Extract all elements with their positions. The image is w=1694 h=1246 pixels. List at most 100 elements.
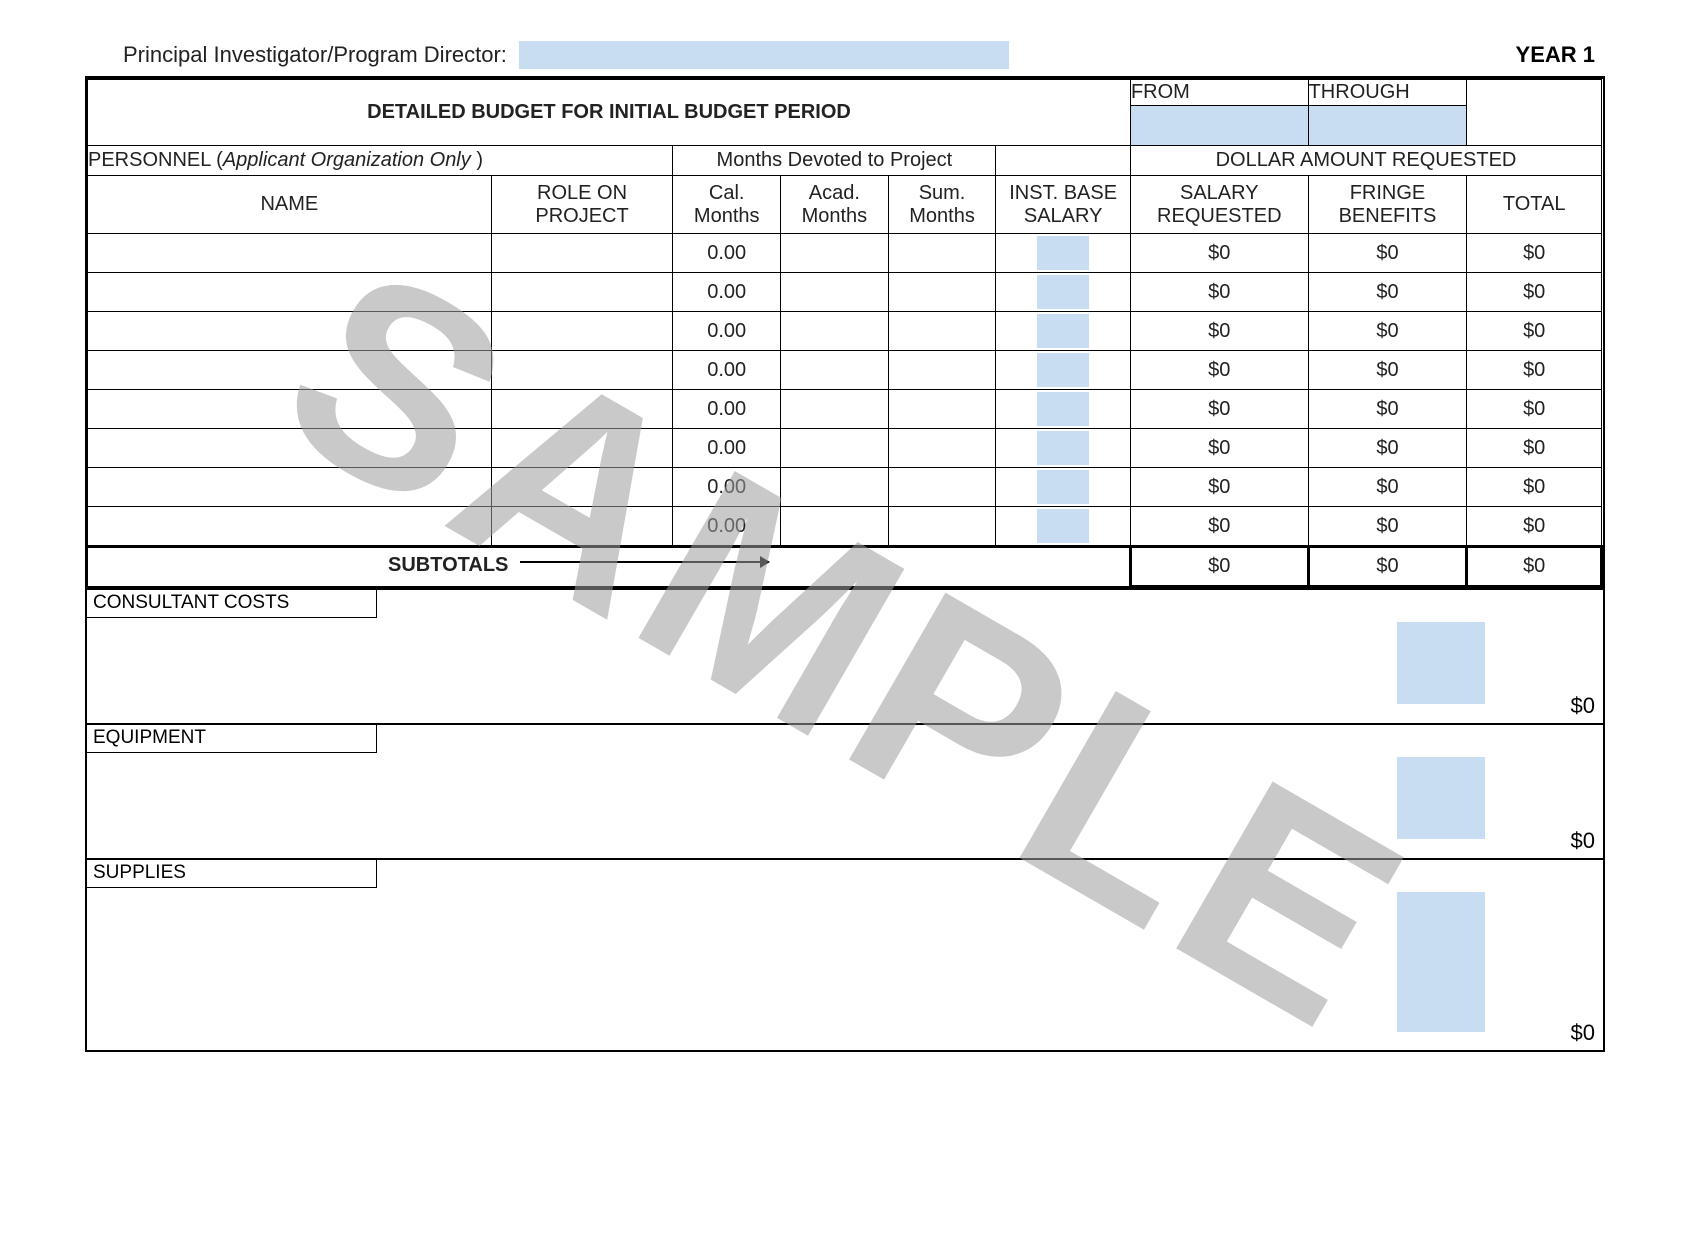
role-cell[interactable] [491, 312, 673, 351]
name-cell[interactable] [88, 507, 492, 547]
cal-cell[interactable]: 0.00 [673, 468, 781, 507]
role-cell[interactable] [491, 273, 673, 312]
subtotals-label: SUBTOTALS [388, 554, 508, 577]
form-header: Principal Investigator/Program Director:… [85, 40, 1605, 70]
base-cell[interactable] [996, 390, 1131, 429]
col-sum-text: Sum. Months [909, 182, 975, 227]
equipment-field[interactable] [1397, 757, 1485, 839]
acad-cell[interactable] [781, 351, 889, 390]
name-cell[interactable] [88, 312, 492, 351]
name-cell[interactable] [88, 351, 492, 390]
cal-cell[interactable]: 0.00 [673, 273, 781, 312]
sum-cell[interactable] [888, 351, 996, 390]
cal-cell[interactable]: 0.00 [673, 429, 781, 468]
sum-cell[interactable] [888, 312, 996, 351]
through-field[interactable] [1308, 105, 1467, 145]
base-cell[interactable] [996, 273, 1131, 312]
col-salreq: SALARY REQUESTED [1130, 176, 1308, 234]
pi-director-field[interactable] [519, 41, 1009, 69]
col-total: TOTAL [1467, 176, 1602, 234]
fringe-cell: $0 [1308, 429, 1467, 468]
consultant-field[interactable] [1397, 622, 1485, 704]
budget-form: DETAILED BUDGET FOR INITIAL BUDGET PERIO… [85, 76, 1605, 1052]
salreq-cell: $0 [1130, 429, 1308, 468]
base-cell[interactable] [996, 234, 1131, 273]
cal-cell[interactable]: 0.00 [673, 234, 781, 273]
from-field[interactable] [1130, 105, 1308, 145]
dollar-amount-label: DOLLAR AMOUNT REQUESTED [1130, 146, 1601, 176]
fringe-cell: $0 [1308, 273, 1467, 312]
acad-cell[interactable] [781, 273, 889, 312]
equipment-label: EQUIPMENT [87, 725, 377, 753]
fringe-cell: $0 [1308, 234, 1467, 273]
total-cell: $0 [1467, 507, 1602, 547]
fringe-cell: $0 [1308, 468, 1467, 507]
role-cell[interactable] [491, 390, 673, 429]
table-row: 0.00 $0 $0 $0 [88, 234, 1602, 273]
sum-cell[interactable] [888, 429, 996, 468]
name-cell[interactable] [88, 429, 492, 468]
role-cell[interactable] [491, 234, 673, 273]
acad-cell[interactable] [781, 234, 889, 273]
total-cell: $0 [1467, 312, 1602, 351]
cal-cell[interactable]: 0.00 [673, 390, 781, 429]
budget-table: DETAILED BUDGET FOR INITIAL BUDGET PERIO… [87, 79, 1603, 588]
budget-form-page: Principal Investigator/Program Director:… [85, 40, 1605, 1052]
arrow-icon [520, 556, 770, 568]
consultant-label: CONSULTANT COSTS [87, 590, 377, 618]
total-cell: $0 [1467, 390, 1602, 429]
name-cell[interactable] [88, 390, 492, 429]
table-row: 0.00 $0 $0 $0 [88, 351, 1602, 390]
form-title: DETAILED BUDGET FOR INITIAL BUDGET PERIO… [367, 101, 851, 123]
role-cell[interactable] [491, 507, 673, 547]
personnel-header-row: PERSONNEL (Applicant Organization Only )… [88, 146, 1602, 176]
pi-director-label: Principal Investigator/Program Director: [123, 42, 507, 68]
column-header-row: NAME ROLE ON PROJECT Cal. Months Acad. M… [88, 176, 1602, 234]
base-cell[interactable] [996, 468, 1131, 507]
cal-cell[interactable]: 0.00 [673, 312, 781, 351]
salreq-cell: $0 [1130, 390, 1308, 429]
base-cell[interactable] [996, 312, 1131, 351]
base-cell[interactable] [996, 507, 1131, 547]
from-label: FROM [1130, 80, 1308, 106]
table-row: 0.00 $0 $0 $0 [88, 468, 1602, 507]
total-cell: $0 [1467, 351, 1602, 390]
personnel-label: PERSONNEL (Applicant Organization Only ) [88, 146, 673, 176]
sum-cell[interactable] [888, 390, 996, 429]
year-label: YEAR 1 [1516, 42, 1595, 68]
name-cell[interactable] [88, 273, 492, 312]
acad-cell[interactable] [781, 507, 889, 547]
total-cell: $0 [1467, 273, 1602, 312]
subtotals-row: SUBTOTALS $0 $0 $0 [88, 547, 1602, 587]
col-role: ROLE ON PROJECT [491, 176, 673, 234]
sum-cell[interactable] [888, 507, 996, 547]
table-row: 0.00 $0 $0 $0 [88, 273, 1602, 312]
table-row: 0.00 $0 $0 $0 [88, 390, 1602, 429]
acad-cell[interactable] [781, 429, 889, 468]
salreq-cell: $0 [1130, 351, 1308, 390]
sum-cell[interactable] [888, 273, 996, 312]
sum-cell[interactable] [888, 468, 996, 507]
acad-cell[interactable] [781, 312, 889, 351]
col-sum: Sum. Months [888, 176, 996, 234]
role-cell[interactable] [491, 429, 673, 468]
col-acad-text: Acad. Months [802, 182, 868, 227]
base-cell[interactable] [996, 429, 1131, 468]
salreq-cell: $0 [1130, 507, 1308, 547]
salreq-cell: $0 [1130, 312, 1308, 351]
acad-cell[interactable] [781, 390, 889, 429]
supplies-field[interactable] [1397, 892, 1485, 1032]
name-cell[interactable] [88, 468, 492, 507]
cal-cell[interactable]: 0.00 [673, 507, 781, 547]
salreq-cell: $0 [1130, 273, 1308, 312]
acad-cell[interactable] [781, 468, 889, 507]
base-cell[interactable] [996, 351, 1131, 390]
personnel-label-a: PERSONNEL ( [88, 149, 223, 171]
sum-cell[interactable] [888, 234, 996, 273]
name-cell[interactable] [88, 234, 492, 273]
cal-cell[interactable]: 0.00 [673, 351, 781, 390]
role-cell[interactable] [491, 351, 673, 390]
personnel-spacer [996, 146, 1131, 176]
total-cell: $0 [1467, 234, 1602, 273]
role-cell[interactable] [491, 468, 673, 507]
